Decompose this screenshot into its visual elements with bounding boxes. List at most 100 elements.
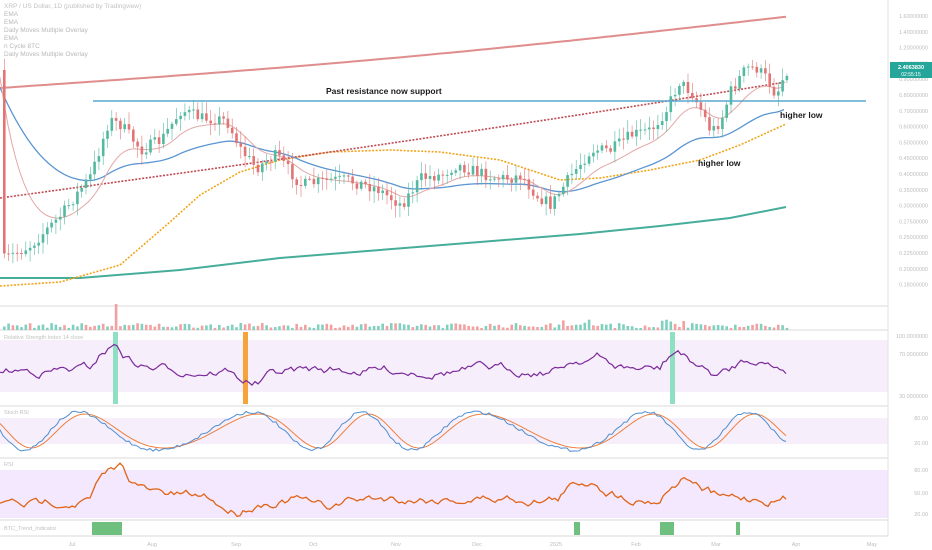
candle-body: [136, 141, 139, 147]
volume-bar: [196, 327, 200, 330]
candle-body: [493, 178, 496, 180]
candle-body: [682, 82, 685, 87]
volume-bar: [3, 326, 6, 330]
price-axis-label: 0.30000000: [899, 204, 928, 210]
volume-bar: [433, 325, 436, 330]
legend-item: Daily Moves Multiple Overlay: [4, 51, 88, 58]
volume-bar: [50, 323, 53, 330]
price-axis-label: 0.50000000: [899, 140, 928, 146]
candle-body: [433, 176, 436, 181]
volume-bar: [338, 327, 341, 330]
candle-body: [24, 250, 28, 255]
candles: [3, 58, 789, 264]
volume-bar: [497, 324, 501, 330]
volume-bar: [669, 321, 673, 330]
candle-body: [600, 145, 604, 151]
candle-body: [574, 169, 578, 174]
volume-bar: [695, 323, 698, 330]
ma-red-dotted-line: [0, 81, 787, 199]
volume-bar: [93, 325, 96, 330]
price-badge-countdown: 02:55:15: [901, 72, 921, 78]
volume-bar: [506, 327, 509, 330]
volume-bar: [295, 323, 298, 330]
time-axis-label: May: [867, 542, 878, 548]
candle-body: [488, 179, 492, 181]
ema-blue-line: [0, 87, 785, 193]
resistance-annotation: Past resistance now support: [326, 86, 442, 96]
volume-bar: [557, 324, 561, 330]
candle-body: [673, 94, 677, 97]
candle-body: [273, 150, 277, 162]
volume-bar: [617, 323, 621, 330]
volume-bar: [527, 326, 531, 330]
time-axis-label: Nov: [391, 542, 401, 548]
volume-bar: [71, 324, 75, 330]
candle-body: [71, 204, 75, 206]
stoch-label: Stoch RSI: [4, 410, 29, 416]
time-axis-label: Oct: [309, 542, 318, 548]
candle-body: [497, 178, 501, 180]
volume-bar: [411, 327, 415, 330]
candle-body: [536, 195, 539, 199]
candle-body: [476, 165, 479, 176]
candle-body: [342, 175, 346, 177]
bottom-indicator-label: BTC_Trend_Indicator: [4, 526, 57, 532]
volume-bar: [562, 320, 565, 330]
volume-bar: [751, 324, 754, 330]
candle-body: [28, 247, 32, 251]
candle-body: [549, 196, 552, 209]
volume-bar: [630, 326, 634, 330]
candle-body: [119, 120, 122, 130]
price-axis-label: 0.90000000: [899, 77, 928, 83]
candle-body: [630, 131, 634, 137]
candle-body: [110, 118, 114, 131]
candle-body: [123, 124, 126, 130]
panel4-band: [0, 470, 888, 518]
candle-body: [699, 102, 703, 110]
candle-body: [7, 253, 10, 255]
candle-body: [239, 143, 243, 147]
candle-body: [669, 96, 673, 113]
ma-orange-line: [0, 123, 787, 287]
candle-body: [175, 119, 178, 124]
volume-bar: [316, 324, 320, 330]
candle-body: [721, 117, 724, 130]
volume-bar: [235, 327, 238, 330]
price-badge: [890, 62, 932, 78]
candle-body: [187, 109, 191, 113]
volume-bar: [304, 324, 307, 330]
volume-bar: [321, 324, 324, 330]
volume-bar: [553, 327, 556, 330]
candle-body: [368, 184, 372, 192]
volume-bar: [643, 325, 647, 330]
candle-body: [114, 118, 118, 121]
volume-bar: [665, 319, 668, 330]
candle-body: [308, 178, 311, 180]
candle-body: [144, 152, 148, 155]
candle-body: [639, 129, 642, 131]
candle-body: [213, 123, 217, 125]
candle-body: [583, 163, 587, 165]
rsi-highlight-green: [670, 332, 675, 404]
candle-body: [678, 86, 681, 95]
candle-body: [777, 91, 780, 96]
candle-body: [316, 177, 320, 185]
volume-bar: [351, 324, 354, 330]
volume-bar: [596, 325, 599, 330]
volume-bar: [708, 326, 711, 330]
volume-bar: [566, 325, 569, 330]
candle-body: [613, 141, 617, 152]
price-axis-label: 0.27500000: [899, 219, 928, 225]
candle-body: [703, 109, 707, 118]
volume-bar: [136, 323, 139, 330]
volume-bar: [144, 324, 148, 330]
volume-bar: [742, 326, 746, 330]
candle-body: [385, 190, 389, 196]
candle-body: [321, 177, 324, 179]
candle-body: [471, 165, 475, 175]
candle-body: [97, 156, 101, 162]
volume-bar: [261, 323, 264, 330]
candle-body: [540, 198, 544, 205]
candle-body: [11, 252, 15, 254]
